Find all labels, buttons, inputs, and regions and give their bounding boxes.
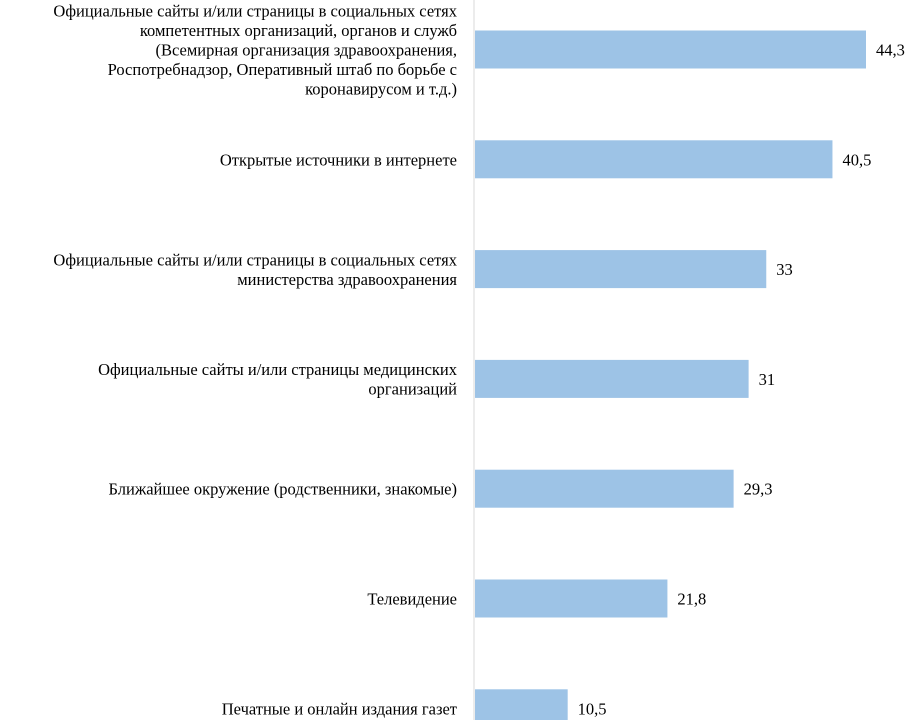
category-label-5: Ближайшее окружение (родственники, знако… bbox=[109, 480, 457, 499]
value-label-2: 40,5 bbox=[842, 150, 871, 169]
bar-6 bbox=[475, 579, 668, 618]
bars-group bbox=[475, 30, 866, 720]
value-label-6: 21,8 bbox=[677, 590, 706, 609]
category-labels-group: Официальные сайты и/или страницы в социа… bbox=[53, 2, 457, 719]
category-label-1: Официальные сайты и/или страницы в социа… bbox=[53, 2, 457, 99]
bar-1 bbox=[475, 30, 866, 69]
bar-4 bbox=[475, 359, 749, 398]
value-label-5: 29,3 bbox=[744, 480, 773, 499]
category-label-2: Открытые источники в интернете bbox=[220, 150, 457, 169]
value-label-7: 10,5 bbox=[578, 699, 607, 718]
bar-5 bbox=[475, 469, 734, 508]
category-label-7: Печатные и онлайн издания газет bbox=[222, 699, 457, 718]
category-label-3: Официальные сайты и/или страницы в социа… bbox=[53, 250, 457, 289]
value-label-1: 44,3 bbox=[876, 41, 905, 60]
bar-7 bbox=[475, 689, 568, 720]
bar-3 bbox=[475, 250, 767, 289]
value-labels-group: 44,3 40,5 33 31 29,3 21,8 10,5 bbox=[578, 41, 905, 719]
category-label-4: Официальные сайты и/или страницы медицин… bbox=[98, 360, 458, 399]
bar-2 bbox=[475, 140, 833, 179]
value-label-3: 33 bbox=[776, 260, 793, 279]
category-label-6: Телевидение bbox=[367, 590, 457, 609]
value-label-4: 31 bbox=[759, 370, 776, 389]
